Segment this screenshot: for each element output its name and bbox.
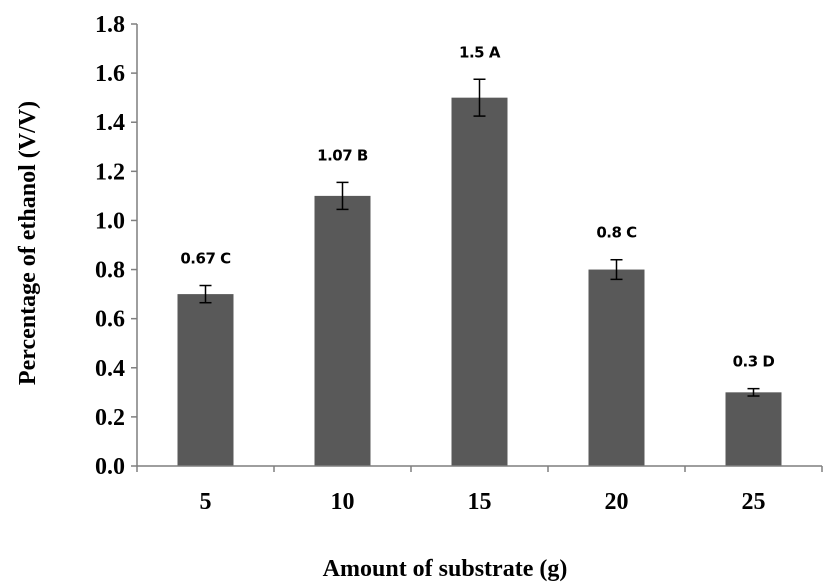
y-tick-label: 1.4 <box>95 110 125 136</box>
x-tick-label: 10 <box>331 489 355 515</box>
x-tick-label: 15 <box>468 489 492 515</box>
y-tick-label: 0.8 <box>95 258 125 284</box>
data-label: 0.8 C <box>596 224 637 242</box>
error-bars <box>199 78 760 397</box>
data-label: 0.67 C <box>180 250 231 268</box>
y-tick-label: 1.8 <box>95 12 125 38</box>
y-tick-label: 0.0 <box>95 454 125 480</box>
data-labels: 0.67 C 1.07 B 1.5 A 0.8 C 0.3 D <box>180 43 775 371</box>
x-axis-title: Amount of substrate (g) <box>323 556 568 582</box>
bar <box>725 392 782 466</box>
y-tick-label: 1.6 <box>95 61 125 87</box>
y-tick-label: 0.6 <box>95 307 125 333</box>
bars <box>177 97 782 467</box>
y-tick-label: 1.2 <box>95 159 125 185</box>
y-tick-label: 1.0 <box>95 208 125 234</box>
x-tick-label: 25 <box>742 489 766 515</box>
y-axis-ticks <box>131 23 823 472</box>
data-label: 0.3 D <box>733 353 775 371</box>
bar <box>177 294 234 466</box>
x-tick-label: 5 <box>200 489 212 515</box>
data-label: 1.5 A <box>459 43 501 61</box>
bar <box>314 195 371 466</box>
y-axis-tick-labels: 0.0 0.2 0.4 0.6 0.8 1.0 1.2 1.4 1.6 1.8 <box>95 12 125 480</box>
y-tick-label: 0.2 <box>95 405 125 431</box>
bar <box>451 97 508 467</box>
bar <box>588 269 645 466</box>
y-tick-label: 0.4 <box>95 356 125 382</box>
x-tick-label: 20 <box>605 489 629 515</box>
data-label: 1.07 B <box>317 146 368 164</box>
y-axis-title: Percentage of ethanol (V/V) <box>15 101 41 385</box>
x-axis-tick-labels: 5 10 15 20 25 <box>200 489 766 515</box>
